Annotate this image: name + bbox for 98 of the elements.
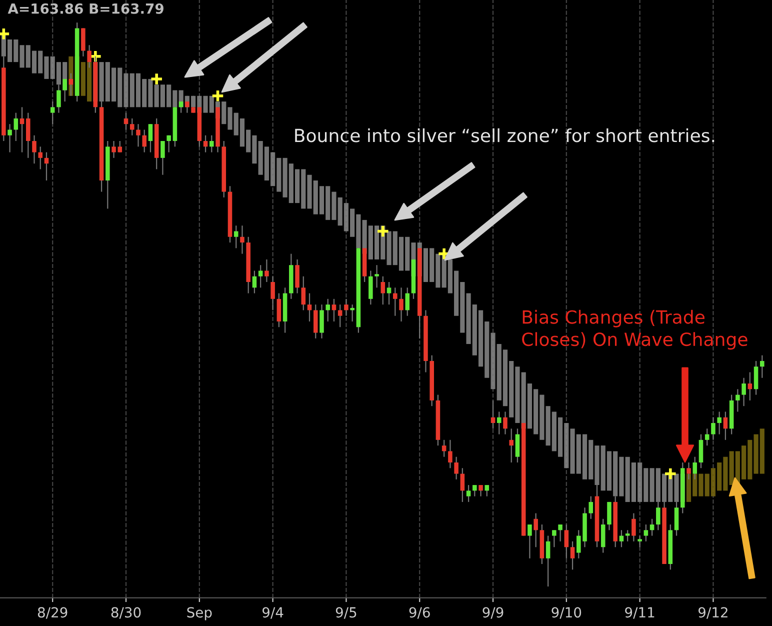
- candlestick: [742, 377, 746, 407]
- candlestick: [625, 530, 630, 542]
- candlestick: [509, 428, 514, 464]
- candlestick: [644, 524, 648, 542]
- candlestick: [203, 134, 208, 153]
- point: [664, 466, 678, 481]
- x-tick-label: 9/6: [409, 607, 430, 619]
- candlestick: [704, 428, 710, 446]
- candlestick: [405, 287, 410, 316]
- candlestick: [264, 258, 269, 283]
- candlestick: [760, 354, 764, 378]
- candlestick: [14, 112, 18, 142]
- candlestick: [142, 129, 146, 153]
- candlestick: [307, 292, 312, 322]
- candlestick: [393, 287, 398, 316]
- candlestick: [600, 518, 606, 554]
- candlestick: [136, 124, 140, 148]
- candlestick: [44, 152, 49, 182]
- candlestick: [210, 134, 214, 153]
- candlestick: [711, 416, 716, 440]
- x-tick-label: 8/29: [38, 607, 68, 619]
- candlestick: [166, 134, 171, 153]
- candlestick: [607, 501, 612, 531]
- candlestick: [344, 298, 348, 316]
- candlestick: [332, 298, 336, 322]
- candlestick: [546, 535, 550, 588]
- candlestick: [148, 124, 153, 153]
- candlestick: [717, 411, 722, 435]
- candlestick: [301, 276, 306, 311]
- candlestick: [81, 28, 86, 57]
- candlestick: [454, 456, 458, 480]
- candlestick: [650, 518, 654, 536]
- candlestick: [276, 292, 282, 328]
- candlestick: [234, 225, 238, 249]
- x-tick-label: 9/4: [262, 607, 284, 619]
- candlestick: [588, 496, 594, 520]
- candlestick: [295, 258, 300, 294]
- candlestick: [448, 439, 452, 469]
- candlestick: [638, 535, 642, 548]
- x-tick-label: 9/12: [698, 607, 728, 619]
- candlestick: [320, 304, 324, 339]
- candlestick: [558, 524, 562, 542]
- text: A=163.86 B=163.79: [8, 3, 164, 14]
- candlestick: [338, 304, 342, 328]
- candlestick: [240, 225, 244, 254]
- candlestick: [478, 484, 483, 497]
- candlestick: [350, 304, 354, 322]
- candlestick: [50, 100, 55, 125]
- candlestick: [754, 360, 758, 396]
- candlestick: [472, 484, 477, 497]
- candlestick: [368, 270, 373, 306]
- candlestick: [258, 264, 263, 288]
- candlestick: [564, 524, 569, 559]
- candlestick: [160, 140, 165, 176]
- point: [150, 72, 164, 86]
- candlestick: [619, 530, 624, 548]
- candlestick: [484, 484, 490, 497]
- point: [376, 224, 390, 238]
- candlestick: [748, 372, 752, 401]
- candlestick: [386, 281, 392, 306]
- candlestick: [380, 276, 386, 306]
- candlestick: [528, 524, 532, 559]
- candlestick: [723, 411, 728, 440]
- candlestick: [124, 112, 128, 130]
- x-tick-label: 9/10: [552, 607, 582, 619]
- candlestick: [503, 411, 508, 435]
- candlestick: [399, 287, 404, 322]
- candlestick: [20, 106, 24, 153]
- candlestick: [570, 540, 575, 570]
- candlestick: [252, 270, 257, 294]
- candlestick: [698, 434, 704, 469]
- candlestick: [442, 439, 446, 458]
- candlestick: [534, 512, 538, 548]
- x-tick-label: Sep: [187, 607, 212, 620]
- candlestick: [515, 428, 520, 464]
- candlestick: [460, 468, 465, 503]
- candlestick: [313, 304, 318, 339]
- point: [210, 89, 225, 103]
- candlestick: [32, 134, 36, 164]
- candlestick: [38, 146, 43, 170]
- candlestick: [466, 484, 471, 503]
- candlestick: [552, 530, 556, 548]
- candlestick: [26, 112, 30, 158]
- annotation: Bias Changes (Trade Closes) On Wave Change: [522, 310, 748, 350]
- candlestick: [270, 276, 275, 311]
- candlestick: [496, 411, 502, 435]
- candlestick: [8, 124, 12, 153]
- candlestick: [374, 264, 379, 288]
- candlestick: [490, 400, 496, 430]
- x-tick-label: 8/30: [111, 607, 141, 619]
- x-tick-label: 9/9: [482, 607, 504, 619]
- x-tick-label: 9/11: [625, 607, 654, 619]
- annotation: Bounce into silver “sell zone” for short entries.: [295, 128, 714, 142]
- candlestick: [632, 512, 636, 542]
- candlestick: [736, 388, 740, 412]
- x-tick-label: 9/5: [336, 607, 356, 619]
- candlestick: [326, 298, 330, 322]
- candlestick: [130, 118, 134, 136]
